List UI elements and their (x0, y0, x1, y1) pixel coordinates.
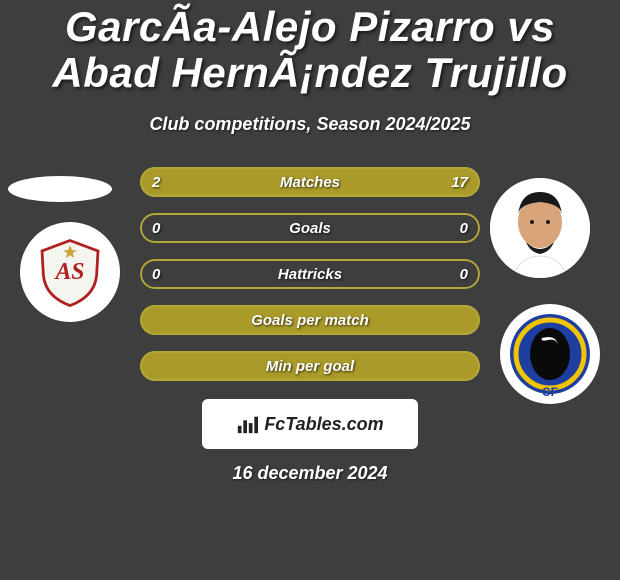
bar-chart-icon (236, 413, 258, 435)
stat-label: Hattricks (140, 266, 480, 283)
svg-text:CF: CF (542, 385, 558, 399)
stat-value-left: 0 (152, 266, 160, 283)
stat-row: Hattricks0 0 (140, 259, 480, 289)
player-right-avatar (490, 178, 590, 278)
player-left-avatar (8, 176, 112, 202)
subtitle: Club competitions, Season 2024/2025 (0, 114, 620, 135)
stat-row: Goals per match (140, 305, 480, 335)
stat-label: Goals per match (140, 312, 480, 329)
date-label: 16 december 2024 (0, 463, 620, 484)
club-badge-icon: CF (500, 304, 600, 404)
stat-row: Min per goal (140, 351, 480, 381)
stat-row: Goals0 0 (140, 213, 480, 243)
stat-value-right: 0 (460, 220, 468, 237)
club-right-badge: CF (500, 304, 600, 404)
page-title: GarcÃ­a-Alejo Pizarro vs Abad HernÃ¡ndez… (0, 0, 620, 96)
fctables-badge: FcTables.com (202, 399, 418, 449)
comparison-page: GarcÃ­a-Alejo Pizarro vs Abad HernÃ¡ndez… (0, 0, 620, 580)
club-left-badge: AS (20, 222, 120, 322)
stats-container: Matches217Goals00Hattricks00Goals per ma… (140, 167, 480, 381)
stat-value-left: 2 (152, 174, 160, 191)
fctables-label: FcTables.com (264, 414, 383, 435)
stat-row: Matches2 17 (140, 167, 480, 197)
stat-value-right: 17 (451, 174, 468, 191)
shield-icon: AS (35, 237, 105, 307)
stat-label: Matches (140, 174, 480, 191)
stat-value-right: 0 (460, 266, 468, 283)
svg-text:AS: AS (53, 259, 84, 285)
stat-value-left: 0 (152, 220, 160, 237)
person-icon (490, 178, 590, 278)
stat-label: Goals (140, 220, 480, 237)
stat-label: Min per goal (140, 358, 480, 375)
